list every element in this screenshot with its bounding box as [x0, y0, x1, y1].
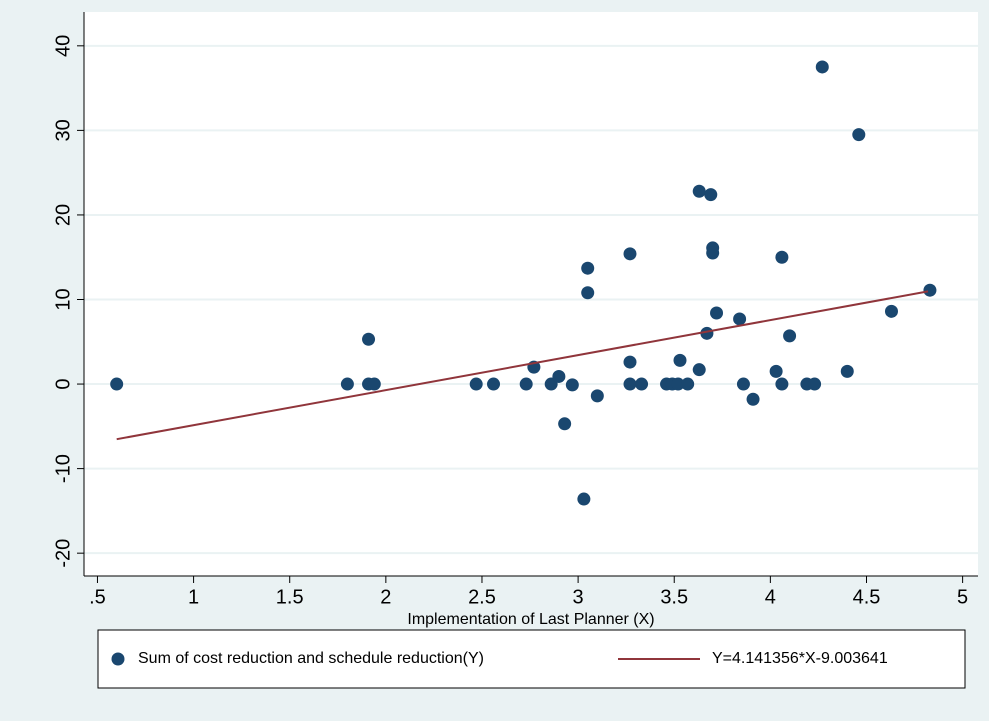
x-tick-label: .5	[89, 586, 106, 608]
scatter-point	[733, 312, 747, 326]
scatter-point	[852, 128, 866, 142]
scatter-point	[673, 353, 687, 367]
legend-label: Sum of cost reduction and schedule reduc…	[138, 650, 484, 667]
scatter-point	[558, 417, 572, 431]
x-tick-label: 5	[957, 586, 968, 608]
scatter-point	[815, 60, 829, 74]
scatter-point	[808, 377, 822, 391]
scatter-point	[710, 306, 724, 320]
scatter-point	[769, 364, 783, 378]
scatter-point	[923, 283, 937, 297]
scatter-point	[362, 332, 376, 346]
y-tick-label: 40	[52, 35, 74, 57]
x-tick-label: 3.5	[660, 586, 688, 608]
legend-marker	[111, 652, 125, 666]
scatter-point	[487, 377, 501, 391]
scatter-point	[692, 184, 706, 198]
scatter-point	[840, 364, 854, 378]
scatter-point	[565, 378, 579, 392]
scatter-point	[590, 389, 604, 403]
scatter-point	[706, 246, 720, 260]
scatter-point	[367, 377, 381, 391]
plot-area	[84, 12, 978, 576]
scatter-point	[469, 377, 483, 391]
scatter-point	[775, 250, 789, 264]
scatter-point	[340, 377, 354, 391]
y-tick-label: -10	[52, 454, 74, 483]
x-tick-label: 1	[188, 586, 199, 608]
x-tick-label: 2	[380, 586, 391, 608]
scatter-point	[623, 377, 637, 391]
scatter-point	[671, 377, 685, 391]
scatter-point	[681, 377, 695, 391]
scatter-point	[884, 304, 898, 318]
y-tick-label: 0	[52, 378, 74, 389]
legend-label: Y=4.141356*X-9.003641	[712, 650, 888, 667]
x-axis-label: Implementation of Last Planner (X)	[407, 611, 654, 628]
scatter-point	[581, 286, 595, 300]
scatter-point	[783, 329, 797, 343]
x-tick-label: 3	[573, 586, 584, 608]
x-tick-label: 2.5	[468, 586, 496, 608]
scatter-point	[581, 261, 595, 275]
scatter-point	[519, 377, 533, 391]
scatter-point	[635, 377, 649, 391]
x-tick-label: 4	[765, 586, 776, 608]
scatter-point	[704, 188, 718, 202]
y-tick-label: 30	[52, 119, 74, 141]
y-tick-label: 10	[52, 288, 74, 310]
scatter-point	[623, 247, 637, 261]
scatter-point	[552, 369, 566, 383]
scatter-point	[623, 355, 637, 369]
scatter-point	[110, 377, 124, 391]
x-tick-label: 1.5	[276, 586, 304, 608]
fit-line	[116, 290, 929, 441]
scatter-point	[775, 377, 789, 391]
scatter-point	[746, 392, 760, 406]
y-tick-label: 20	[52, 204, 74, 226]
scatter-point	[736, 377, 750, 391]
scatter-point	[577, 492, 591, 506]
y-tick-label: -20	[52, 539, 74, 568]
scatter-point	[692, 363, 706, 377]
legend	[97, 629, 966, 689]
x-tick-label: 4.5	[853, 586, 881, 608]
